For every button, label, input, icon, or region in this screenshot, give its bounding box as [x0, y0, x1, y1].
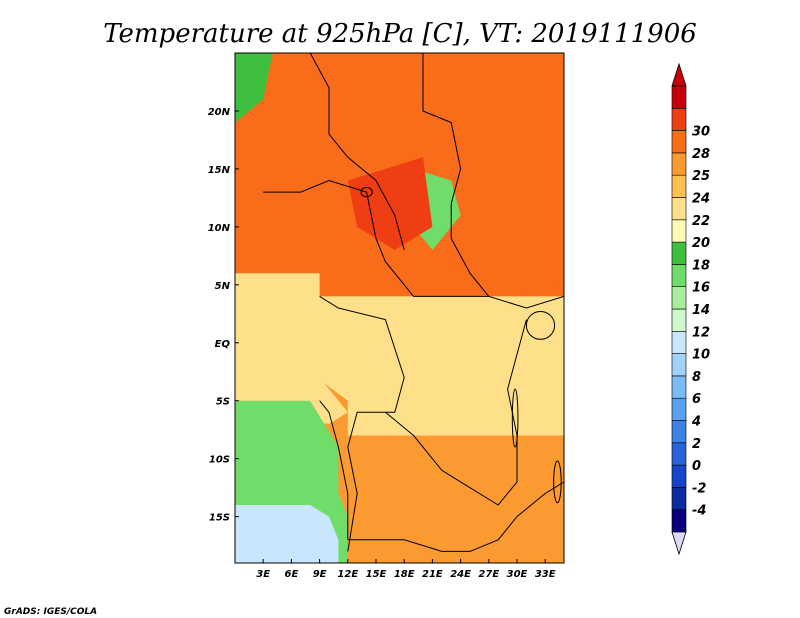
- colorbar-box-19: [671, 85, 687, 109]
- y-tick-label-10S: 10S: [209, 455, 230, 466]
- colorbar-box-18: [671, 108, 687, 131]
- x-tick-label-9E: 9E: [313, 569, 327, 580]
- colorbar-label-4: 4: [691, 415, 701, 430]
- angola-zambia-region: [347, 435, 564, 563]
- colorbar-label--4: -4: [692, 504, 706, 519]
- y-tick-label-10N: 10N: [208, 223, 231, 234]
- colorbar-box-3: [671, 442, 687, 466]
- plot-frame: [234, 52, 565, 564]
- y-tick-label-5N: 5N: [215, 281, 231, 292]
- lake-1: [511, 388, 519, 448]
- chart-title: Temperature at 925hPa [C], VT: 201911190…: [103, 19, 697, 49]
- colorbar-box-13: [671, 219, 687, 243]
- country-border-1: [422, 53, 490, 297]
- colorbar-box-7: [671, 353, 687, 377]
- sudan-hotspot: [451, 226, 564, 297]
- y-tick-label-15S: 15S: [209, 513, 230, 524]
- benguela-region: [235, 505, 339, 563]
- colorbar-label-16: 16: [692, 281, 710, 296]
- colorbar-label-25: 25: [692, 169, 710, 184]
- colorbar-label-20: 20: [692, 236, 710, 251]
- y-tick-label-15N: 15N: [208, 165, 231, 176]
- lake-0: [525, 310, 556, 340]
- colorbar-box-16: [671, 152, 687, 176]
- colorbar-label-0: 0: [692, 459, 701, 474]
- x-tick-label-30E: 30E: [507, 569, 528, 580]
- lake-2: [553, 460, 562, 504]
- y-tick-label-20N: 20N: [208, 107, 231, 118]
- colorbar-box-9: [671, 308, 687, 332]
- country-border-5: [347, 481, 564, 552]
- colorbar-box-14: [671, 197, 687, 221]
- country-border-3: [319, 295, 405, 552]
- lake-3: [360, 186, 373, 198]
- libya-region: [235, 53, 273, 123]
- colorbar-label-2: 2: [692, 437, 701, 452]
- colorbar-box-15: [671, 174, 687, 198]
- colorbar-box-1: [671, 487, 687, 510]
- colorbar-label-12: 12: [692, 325, 710, 340]
- colorbar-box-12: [671, 241, 687, 265]
- country-border-2: [263, 179, 564, 309]
- colorbar-box-5: [671, 397, 687, 421]
- colorbar-box-11: [671, 264, 687, 287]
- colorbar-label-28: 28: [692, 147, 710, 162]
- colorbar-label-10: 10: [692, 348, 710, 363]
- gulf-ocean-region: [235, 273, 348, 424]
- colorbar-box-4: [671, 420, 687, 444]
- colorbar-label--2: -2: [692, 481, 706, 496]
- colorbar-label-22: 22: [692, 214, 710, 229]
- x-tick-label-12E: 12E: [337, 569, 358, 580]
- colorbar-min-triangle: [671, 531, 687, 556]
- colorbar-box-8: [671, 330, 687, 354]
- country-border-6: [319, 400, 349, 540]
- colorbar-box-17: [671, 130, 687, 154]
- colorbar-label-30: 30: [692, 125, 710, 140]
- x-tick-label-33E: 33E: [535, 569, 556, 580]
- x-tick-label-21E: 21E: [422, 569, 443, 580]
- x-tick-label-24E: 24E: [450, 569, 471, 580]
- colorbar-label-18: 18: [692, 258, 710, 273]
- y-tick-label-5S: 5S: [216, 397, 230, 408]
- colorbar-box-0: [671, 509, 687, 533]
- colorbar-box-6: [671, 375, 687, 399]
- colorbar-box-2: [671, 464, 687, 488]
- y-axis: 20N 15N 10N 5N EQ 5S 10S 15S: [208, 107, 239, 524]
- y-tick-label-EQ: EQ: [215, 339, 231, 350]
- colorbar-label-6: 6: [692, 392, 701, 407]
- x-tick-label-27E: 27E: [478, 569, 499, 580]
- x-tick-label-6E: 6E: [285, 569, 299, 580]
- country-border-0: [309, 53, 405, 251]
- colorbar-box-10: [671, 286, 687, 310]
- colorbar-label-8: 8: [692, 370, 701, 385]
- country-border-4: [385, 319, 527, 506]
- colorbar-label-14: 14: [692, 303, 710, 318]
- x-tick-label-18E: 18E: [394, 569, 415, 580]
- grads-credit: GrADS: IGES/COLA: [4, 607, 97, 617]
- colorbar-label-24: 24: [692, 192, 710, 207]
- x-tick-label-3E: 3E: [256, 569, 270, 580]
- colorbar-max-triangle: [671, 62, 687, 87]
- x-tick-label-15E: 15E: [366, 569, 387, 580]
- map-plot-area: [235, 53, 564, 563]
- x-axis: 3E 6E 9E 12E 15E 18E 21E 24E 27E 30E 33E: [256, 559, 556, 580]
- lake-chad-hotspot: [347, 157, 433, 250]
